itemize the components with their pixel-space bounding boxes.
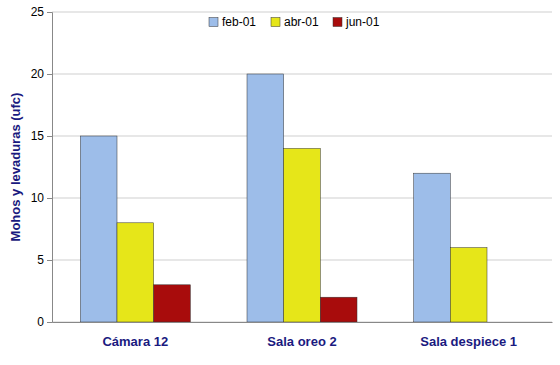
bar	[414, 173, 451, 322]
y-tick-label: 10	[31, 191, 45, 205]
grid-line	[52, 136, 552, 137]
y-tick-mark	[47, 198, 52, 199]
legend-swatch	[271, 18, 280, 27]
bar	[247, 74, 284, 322]
bar	[117, 223, 154, 322]
legend-swatch	[333, 18, 342, 27]
y-tick: 25	[31, 5, 52, 19]
x-tick-label: Sala oreo 2	[267, 334, 336, 349]
y-tick: 10	[31, 191, 52, 205]
grid	[52, 12, 552, 322]
y-tick: 20	[31, 67, 52, 81]
y-tick-label: 0	[37, 315, 44, 329]
x-tick: Sala oreo 2	[267, 322, 336, 349]
bar	[487, 322, 524, 323]
y-axis-title: Mohos y levaduras (ufc)	[8, 93, 23, 242]
bar	[450, 248, 487, 322]
legend-swatch	[209, 18, 218, 27]
legend-label: abr-01	[284, 15, 319, 29]
x-tick: Cámara 12	[102, 322, 168, 349]
chart: 0 5 10 15 20 25 Cámara 12 Sala oreo 2 Sala despi…	[0, 0, 560, 365]
x-tick-label: Sala despiece 1	[420, 334, 517, 349]
x-tick-label: Cámara 12	[102, 334, 168, 349]
bar	[80, 136, 117, 322]
x-axis-line	[53, 322, 553, 323]
y-tick-label: 20	[31, 67, 45, 81]
legend-label: feb-01	[222, 15, 256, 29]
grid-line	[52, 74, 552, 75]
y-tick: 0	[37, 315, 52, 329]
y-tick: 15	[31, 129, 52, 143]
bars	[80, 74, 487, 322]
y-axis-line	[47, 13, 53, 323]
bar	[320, 297, 357, 322]
bar	[284, 148, 321, 322]
x-axis: Cámara 12 Sala oreo 2 Sala despiece 1	[53, 322, 553, 349]
y-tick-mark	[47, 260, 52, 261]
y-tick-mark	[47, 322, 52, 323]
y-tick-label: 15	[31, 129, 45, 143]
y-tick-mark	[47, 74, 52, 75]
y-axis: 0 5 10 15 20 25	[31, 5, 53, 329]
grid-line	[52, 12, 552, 13]
y-tick-mark	[47, 12, 52, 13]
x-tick: Sala despiece 1	[420, 322, 517, 349]
y-tick-label: 5	[37, 253, 44, 267]
legend: feb-01 abr-01 jun-01	[209, 15, 380, 29]
y-tick: 5	[37, 253, 52, 267]
y-tick-mark	[47, 136, 52, 137]
legend-label: jun-01	[345, 15, 380, 29]
y-tick-label: 25	[31, 5, 45, 19]
bar	[154, 285, 191, 322]
